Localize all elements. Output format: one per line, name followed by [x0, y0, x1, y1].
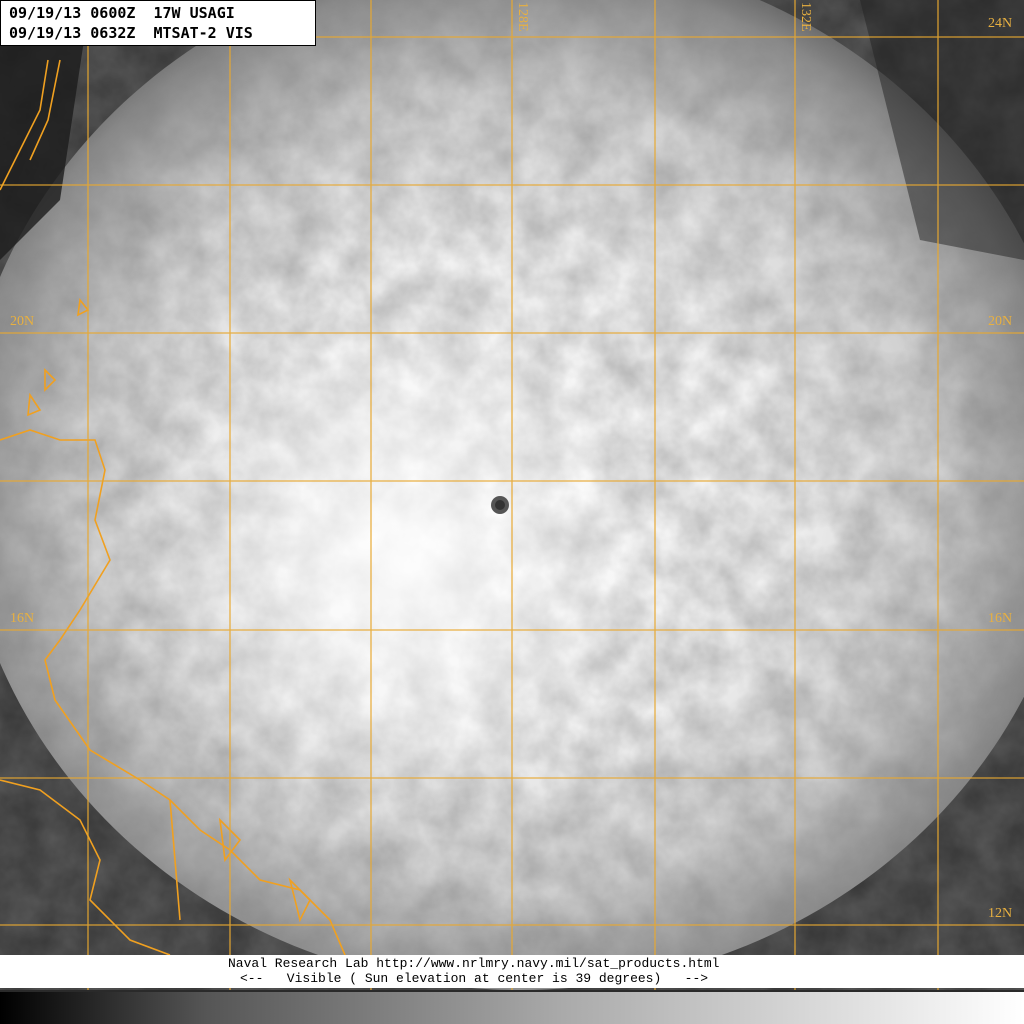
- image-info-box: 09/19/13 0600Z 17W USAGI 09/19/13 0632Z M…: [0, 0, 316, 46]
- lat-label-20n-right: 20N: [988, 314, 1013, 329]
- satellite-time-line: 09/19/13 0632Z MTSAT-2 VIS: [9, 24, 253, 42]
- satellite-imagery: [0, 0, 1024, 990]
- lat-label-12n-right: 12N: [988, 906, 1013, 921]
- lat-label-20n-left: 20N: [10, 314, 35, 329]
- storm-time-line: 09/19/13 0600Z 17W USAGI: [9, 4, 235, 22]
- lat-lon-grid: [0, 0, 1024, 990]
- sun-elevation-line: <-- Visible ( Sun elevation at center is…: [240, 971, 709, 986]
- credit-line: Naval Research Lab http://www.nrlmry.nav…: [228, 956, 720, 971]
- lon-label-128e: 128E: [515, 2, 530, 32]
- grayscale-bar: [0, 992, 1024, 1024]
- lat-label-16n-right: 16N: [988, 611, 1013, 626]
- lat-label-16n-left: 16N: [10, 611, 35, 626]
- lat-label-24n: 24N: [988, 16, 1013, 31]
- lon-label-132e: 132E: [798, 2, 813, 32]
- credit-footer: Naval Research Lab http://www.nrlmry.nav…: [0, 955, 1024, 988]
- coastlines: [0, 59, 346, 956]
